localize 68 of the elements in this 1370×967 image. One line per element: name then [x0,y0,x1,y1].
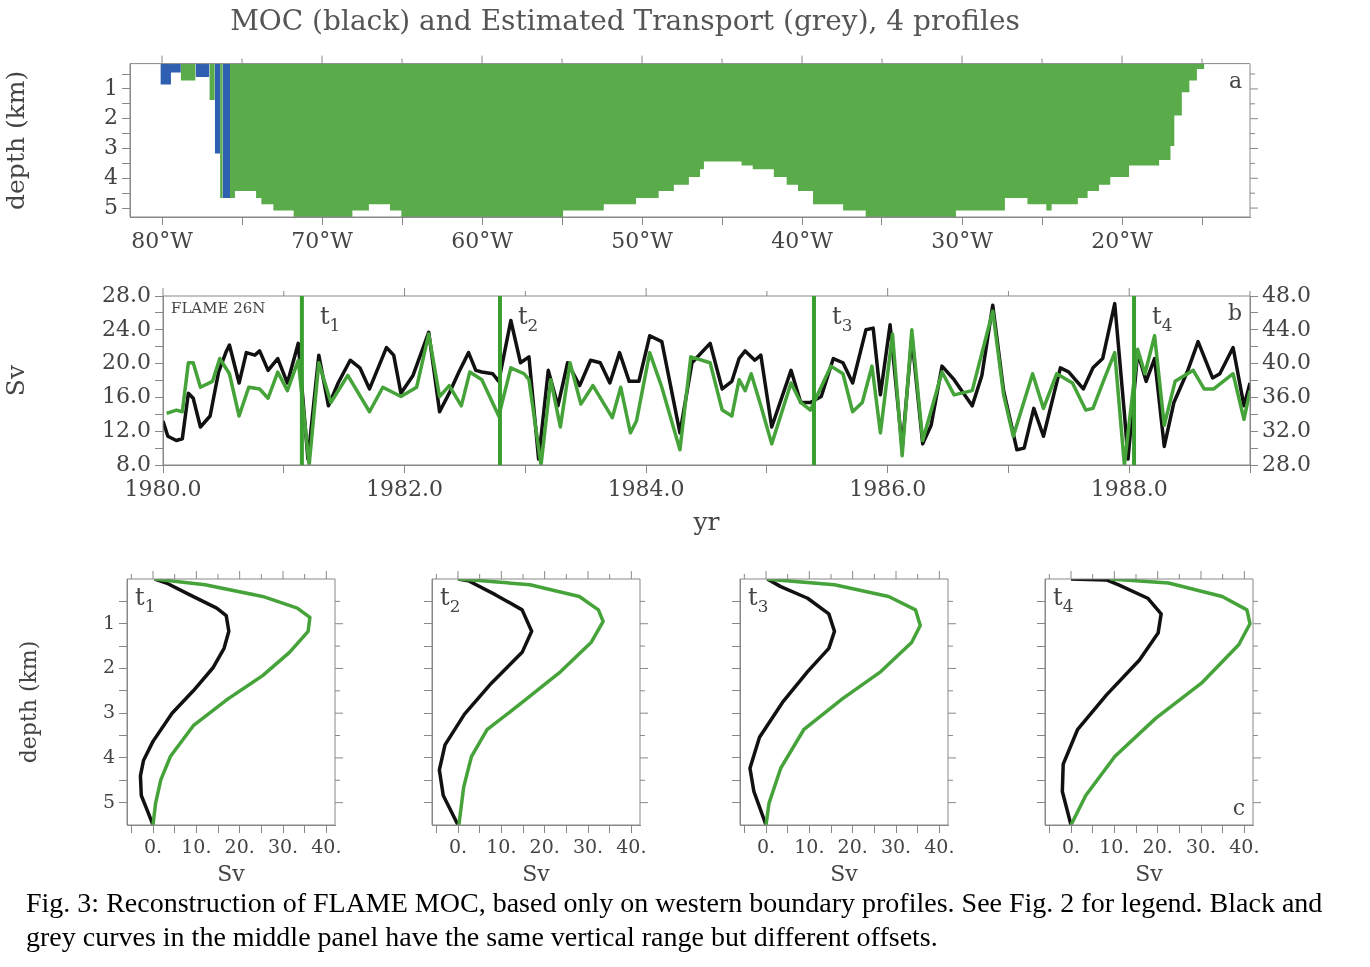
x-tick-label: 10. [1099,835,1130,858]
x-tick-label: 40. [924,835,955,858]
annotation: c [1232,795,1246,820]
y-tick-label: 3 [104,134,118,160]
x-tick-label: 0. [1061,835,1081,858]
chart-title: MOC (black) and Estimated Transport (grey), 4 profiles [230,4,1020,38]
y2-tick-label: 48.0 [1262,281,1311,307]
y-tick-label: 24.0 [102,315,151,341]
y-tick-label: 2 [102,655,115,678]
x-tick-label: 30. [572,835,604,858]
caption: Fig. 3: Reconstruction of FLAME MOC, based only on western boundary profiles. See Fig. 2 for legend. Black and grey curves in the middle panel have the same vertical range but different offsets. [26,886,1324,954]
x-tick-label: 50°W [611,227,674,253]
y-tick-label: 4 [104,164,118,189]
x-tick-label: 1988.0 [1090,475,1168,501]
annotation: a [1228,67,1243,93]
annotation: b [1227,300,1243,325]
y-tick-label: 1 [104,74,118,100]
x-tick-label: 20. [224,835,255,858]
x-tick-label: 1984.0 [607,475,685,501]
x-tick-label: 40. [311,835,342,858]
x-tick-label: 70°W [291,227,354,253]
y-tick-label: 2 [104,104,118,130]
x-tick-label: 40. [616,835,647,858]
annotation: FLAME 26N [171,299,266,317]
x-tick-label: 20. [1142,835,1173,858]
y-tick-label: 5 [104,193,118,219]
x-tick-label: 0. [448,835,468,858]
x-tick-label: 20. [837,835,868,858]
x-tick-label: 20°W [1091,227,1154,253]
x-tick-label: 30. [267,835,299,858]
y-axis-title: depth (km) [15,640,41,764]
x-tick-label: 60°W [451,227,514,253]
x-tick-label: 1980.0 [124,475,202,501]
x-axis-title: Sv [830,860,859,886]
y2-tick-label: 28.0 [1262,450,1311,476]
x-tick-label: 1982.0 [366,475,444,501]
y-tick-label: 4 [102,744,115,767]
x-tick-label: 10. [486,835,517,858]
y-tick-label: 8.0 [116,450,151,476]
y2-tick-label: 36.0 [1262,383,1311,409]
x-tick-label: 10. [794,835,825,858]
x-tick-label: 40°W [771,227,834,253]
x-tick-label: 30°W [931,227,994,253]
y-tick-label: 3 [102,700,115,723]
x-tick-label: 80°W [131,227,194,253]
y2-tick-label: 40.0 [1262,349,1311,375]
y-axis-title: Sv [0,364,30,397]
y2-tick-label: 44.0 [1262,315,1311,341]
y2-tick-label: 32.0 [1262,416,1311,442]
y-axis-title: depth (km) [0,70,30,210]
x-axis-title: yr [692,506,720,536]
x-tick-label: 1986.0 [849,475,927,501]
y-tick-label: 16.0 [102,383,151,409]
y-tick-label: 20.0 [102,349,151,375]
x-axis-title: Sv [522,860,551,886]
x-tick-label: 0. [756,835,776,858]
y-tick-label: 12.0 [102,416,151,442]
x-axis-title: Sv [217,860,246,886]
x-tick-label: 40. [1229,835,1260,858]
x-tick-label: 0. [143,835,163,858]
y-tick-label: 28.0 [102,281,151,307]
x-tick-label: 30. [880,835,912,858]
x-tick-label: 20. [529,835,560,858]
x-axis-title: Sv [1135,860,1164,886]
y-tick-label: 5 [102,789,115,812]
x-tick-label: 30. [1185,835,1217,858]
y-tick-label: 1 [102,610,115,633]
x-tick-label: 10. [181,835,212,858]
